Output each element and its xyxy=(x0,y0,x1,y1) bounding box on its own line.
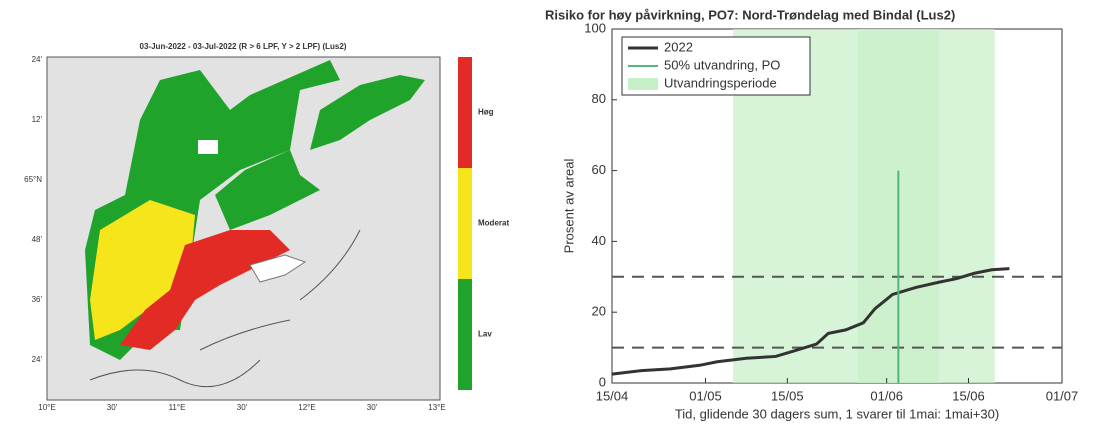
y-tick-label: 100 xyxy=(584,20,606,35)
x-tick-label: 01/07 xyxy=(1046,388,1079,403)
y-axis-label: Prosent av areal xyxy=(561,159,576,254)
chart: Risiko for høy påvirkning, PO7: Nord-Trø… xyxy=(545,7,1078,421)
map-y-label: 24' xyxy=(32,355,43,364)
y-tick-label: 60 xyxy=(592,162,606,177)
x-axis-label: Tid, glidende 30 dagers sum, 1 svarer ti… xyxy=(675,406,999,421)
map-x-label: 10°E xyxy=(38,403,55,412)
map-x-label: 30' xyxy=(107,403,118,412)
map-y-label: 12' xyxy=(32,115,43,124)
map-y-label: 65°N xyxy=(24,175,42,184)
colorbar-segment xyxy=(458,279,472,390)
map-green-area xyxy=(215,150,320,230)
map-lake xyxy=(249,254,307,283)
map-title: 03-Jun-2022 - 03-Jul-2022 (R > 6 LPF, Y … xyxy=(140,42,347,51)
x-tick-label: 15/06 xyxy=(952,388,985,403)
map-yellow-area xyxy=(90,200,195,340)
map-x-label: 11°E xyxy=(169,403,186,412)
colorbar-segment xyxy=(458,57,472,168)
map-gap xyxy=(198,140,218,154)
map-x-label: 30' xyxy=(367,403,378,412)
y-tick-label: 40 xyxy=(592,233,606,248)
y-tick-label: 0 xyxy=(599,374,606,389)
map-x-label: 13°E xyxy=(428,403,445,412)
y-tick-label: 20 xyxy=(592,304,606,319)
x-tick-label: 15/05 xyxy=(771,388,804,403)
map-y-label: 24' xyxy=(32,55,43,64)
map-y-label: 36' xyxy=(32,295,43,304)
legend-label: Utvandringsperiode xyxy=(664,75,777,90)
map-x-label: 30' xyxy=(237,403,248,412)
x-tick-label: 15/04 xyxy=(596,388,629,403)
y-tick-label: 80 xyxy=(592,91,606,106)
map-red-area xyxy=(120,230,290,350)
map-labels: Høg Moderat Lav 24' 12' 65°N 48' 36' 24' 10°E 30' 1… xyxy=(24,55,509,412)
legend-swatch xyxy=(628,78,658,90)
map-y-label: 48' xyxy=(32,235,43,244)
x-tick-label: 01/06 xyxy=(870,388,903,403)
chart-title: Risiko for høy påvirkning, PO7: Nord-Trø… xyxy=(545,7,955,22)
series-line xyxy=(611,267,1010,376)
x-tick-label: 01/05 xyxy=(689,388,722,403)
map-x-label: 12°E xyxy=(298,403,315,412)
colorbar-label: Høg xyxy=(478,108,494,117)
colorbar-segment xyxy=(458,168,472,279)
map-green-area xyxy=(310,75,425,150)
colorbar-label: Moderat xyxy=(478,219,509,228)
colorbar-label: Lav xyxy=(478,330,492,339)
legend-label: 50% utvandring, PO xyxy=(664,57,780,72)
legend-label: 2022 xyxy=(664,39,693,54)
map-panel: 03-Jun-2022 - 03-Jul-2022 (R > 6 LPF, Y … xyxy=(24,42,509,412)
map-coastline xyxy=(89,229,361,388)
